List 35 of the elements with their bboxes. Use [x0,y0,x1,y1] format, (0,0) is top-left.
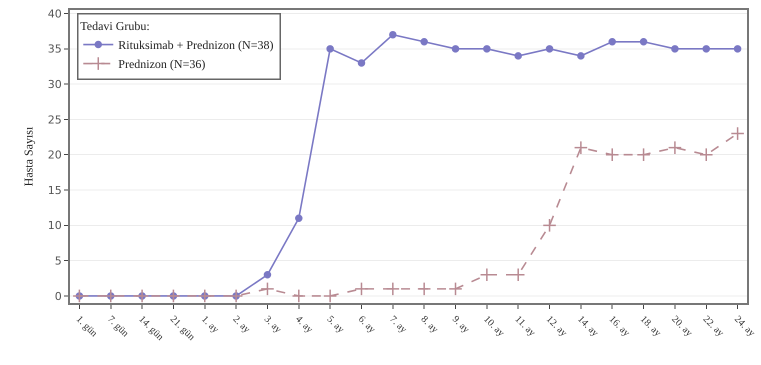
x-tick-label: 1. gün [74,314,100,340]
y-axis-title: Hasta Sayısı [22,126,36,186]
x-tick-label: 22. ay [700,314,726,339]
y-tick-label: 0 [54,290,62,303]
x-tick-label: 20. ay [669,314,694,339]
legend-title: Tedavi Grubu: [80,19,150,34]
x-tick-label: 14. gün [136,314,166,343]
y-tick-label: 35 [48,42,62,56]
y-tick-label: 20 [48,148,62,162]
x-tick-label: 10. ay [481,314,506,339]
x-tick-label: 16. ay [606,314,632,339]
x-tick-label: 4. ay [293,314,315,336]
legend-label: Prednizon (N=36) [118,57,206,72]
x-tick-label: 12. ay [544,314,569,339]
x-tick-label: 6. ay [356,314,378,336]
x-tick-label: 24. ay [732,314,758,339]
y-tick-label: 15 [48,184,62,197]
x-tick-label: 3. ay [262,314,284,336]
x-tick-label: 18. ay [638,314,663,339]
x-tick-label: 9. ay [450,314,472,336]
y-tick-label: 25 [48,113,62,126]
x-tick-label: 21. gün [168,314,197,343]
x-tick-label: 8. ay [418,314,440,336]
legend-label: Rituksimab + Prednizon (N=38) [118,38,274,52]
x-tick-label: 7. gün [105,314,131,340]
y-tick-label: 30 [48,78,62,91]
x-tick-label: 5. ay [324,314,346,336]
x-tick-label: 11. ay [512,314,538,339]
y-tick-label: 40 [48,7,62,20]
y-tick-label: 5 [54,254,62,268]
y-tick-label: 10 [48,219,62,232]
x-tick-label: 2. ay [230,314,252,336]
x-tick-label: 14. ay [575,314,600,339]
x-tick-label: 7. ay [387,314,409,336]
x-tick-label: 1. ay [199,314,221,336]
